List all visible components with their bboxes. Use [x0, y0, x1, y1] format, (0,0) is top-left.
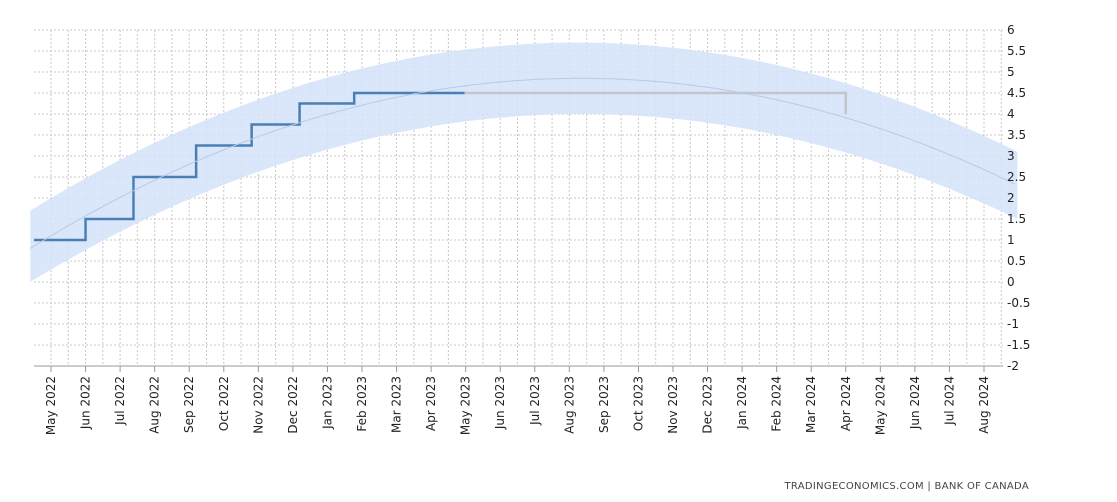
y-tick-label: 5 — [1007, 65, 1015, 79]
x-tick-label: May 2024 — [873, 376, 887, 435]
y-tick-label: 3.5 — [1007, 128, 1026, 142]
confidence-band-area — [30, 42, 1018, 282]
x-tick-label: Aug 2024 — [977, 376, 991, 434]
x-tick-label: Aug 2022 — [148, 376, 162, 434]
x-tick-label: Mar 2024 — [804, 376, 818, 433]
y-tick-label: -2 — [1007, 359, 1019, 373]
x-tick-label: Jun 2023 — [493, 376, 507, 430]
y-tick-label: -1.5 — [1007, 338, 1030, 352]
trend-line — [30, 77, 1015, 249]
x-tick-label: Jan 2024 — [735, 376, 749, 430]
x-tick-label: Apr 2023 — [424, 376, 438, 431]
y-tick-label: 4 — [1007, 107, 1015, 121]
x-tick-label: Dec 2022 — [286, 376, 300, 434]
x-tick-label: Nov 2023 — [666, 376, 680, 434]
x-tick-label: Jul 2024 — [942, 376, 956, 426]
x-tick-label: Sep 2022 — [182, 376, 196, 433]
x-tick-label: May 2022 — [44, 376, 58, 435]
x-axis-ticks: May 2022 Jun 2022 Jul 2022 Aug 2022 Sep 2022… — [44, 366, 991, 435]
x-tick-label: Jun 2024 — [908, 376, 922, 430]
x-tick-label: Apr 2024 — [839, 376, 853, 431]
y-tick-label: 1.5 — [1007, 212, 1026, 226]
y-tick-label: -0.5 — [1007, 296, 1030, 310]
x-tick-label: Mar 2023 — [390, 376, 404, 433]
x-tick-label: Jun 2022 — [79, 376, 93, 430]
forecast-rate-line — [464, 91, 848, 114]
x-tick-label: Nov 2022 — [251, 376, 265, 434]
y-tick-label: 3 — [1007, 149, 1015, 163]
x-tick-label: May 2023 — [459, 376, 473, 435]
x-tick-label: Jul 2023 — [528, 376, 542, 426]
confidence-band — [30, 42, 1018, 282]
y-tick-label: 0.5 — [1007, 254, 1026, 268]
y-tick-label: 5.5 — [1007, 44, 1026, 58]
y-tick-label: 1 — [1007, 233, 1015, 247]
y-tick-label: 0 — [1007, 275, 1015, 289]
x-tick-label: Feb 2023 — [355, 376, 369, 432]
x-tick-label: Feb 2024 — [770, 376, 784, 432]
chart-series — [30, 77, 1015, 249]
y-tick-label: 2.5 — [1007, 170, 1026, 184]
x-tick-label: Jul 2022 — [113, 376, 127, 426]
x-tick-label: Sep 2023 — [597, 376, 611, 433]
y-tick-label: 6 — [1007, 23, 1015, 37]
x-tick-label: Dec 2023 — [701, 376, 715, 434]
y-tick-label: 4.5 — [1007, 86, 1026, 100]
source-attribution: TRADINGECONOMICS.COM | BANK OF CANADA — [784, 481, 1029, 492]
y-tick-label: 2 — [1007, 191, 1015, 205]
y-axis-ticks: 6 5.5 5 4.5 4 3.5 3 2.5 2 1.5 1 0.5 0 -0.5 -1 -1.5 -2 — [1007, 23, 1030, 373]
x-tick-label: Oct 2022 — [217, 376, 231, 431]
x-tick-label: Jan 2023 — [320, 376, 334, 430]
actual-rate-line — [34, 91, 465, 242]
x-tick-label: Aug 2023 — [562, 376, 576, 434]
y-tick-label: -1 — [1007, 317, 1019, 331]
x-tick-label: Oct 2023 — [631, 376, 645, 431]
